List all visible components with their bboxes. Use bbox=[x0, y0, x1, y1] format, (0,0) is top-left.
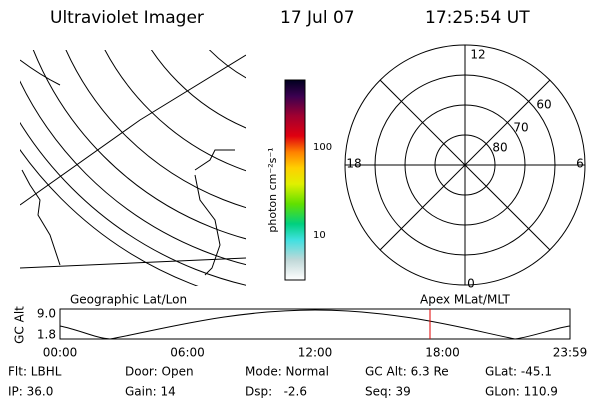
color-bar bbox=[284, 79, 306, 281]
time-tick-label: 00:00 bbox=[43, 346, 78, 360]
info-field: Dsp: -2.6 bbox=[245, 385, 307, 399]
polar-grid bbox=[344, 44, 586, 286]
mlat-label: 70 bbox=[513, 121, 528, 135]
altitude-plot-frame bbox=[59, 308, 571, 340]
time-tick-label: 12:00 bbox=[298, 346, 333, 360]
info-field: Gain: 14 bbox=[125, 385, 176, 399]
time-tick-label: 06:00 bbox=[170, 346, 205, 360]
mlat-label: 60 bbox=[536, 98, 551, 112]
info-field: Mode: Normal bbox=[245, 365, 329, 379]
mlt-label: 0 bbox=[467, 277, 475, 291]
altitude-ytick: 1.8 bbox=[37, 328, 56, 342]
info-field: Door: Open bbox=[125, 365, 194, 379]
info-field: GLat: -45.1 bbox=[485, 365, 552, 379]
date: 17 Jul 07 bbox=[280, 8, 355, 28]
mlt-label: 12 bbox=[470, 48, 485, 62]
time: 17:25:54 UT bbox=[425, 8, 530, 28]
title: Ultraviolet Imager bbox=[50, 8, 204, 28]
altitude-ytick: 9.0 bbox=[37, 307, 56, 321]
mlat-label: 80 bbox=[492, 141, 507, 155]
mlt-label: 18 bbox=[346, 157, 361, 171]
info-field: GC Alt: 6.3 Re bbox=[365, 365, 449, 379]
geographic-map bbox=[20, 50, 246, 286]
colorbar-label: photon cm⁻²s⁻¹ bbox=[266, 147, 279, 232]
info-field: Seq: 39 bbox=[365, 385, 411, 399]
panel-label: Apex MLat/MLT bbox=[420, 293, 510, 307]
time-tick-label: 18:00 bbox=[425, 346, 460, 360]
altitude-ylabel: GC Alt bbox=[13, 306, 27, 344]
time-tick-label: 23:59 bbox=[553, 346, 588, 360]
altitude-curve bbox=[59, 309, 571, 340]
info-field: Flt: LBHL bbox=[8, 365, 62, 379]
colorbar-tick: 100 bbox=[313, 142, 332, 153]
colorbar-tick: 10 bbox=[313, 230, 326, 241]
info-field: IP: 36.0 bbox=[8, 385, 53, 399]
mlt-label: 6 bbox=[576, 157, 584, 171]
panel-label: Geographic Lat/Lon bbox=[70, 293, 187, 307]
info-field: GLon: 110.9 bbox=[485, 385, 558, 399]
